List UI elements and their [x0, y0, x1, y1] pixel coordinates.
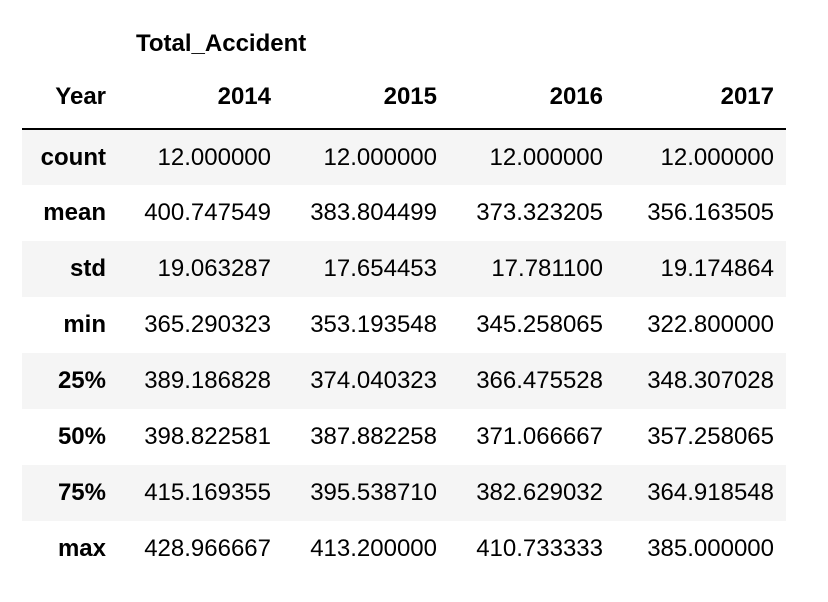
column-header: 2015 [283, 66, 449, 130]
table-cell: 387.882258 [310, 423, 437, 450]
table-cell: 348.307028 [647, 367, 774, 394]
table-row: 25% 389.186828 374.040323 366.475528 348… [22, 353, 786, 409]
table-cell: 12.000000 [157, 143, 271, 171]
table-body: count 12.000000 12.000000 12.000000 12.0… [22, 129, 786, 577]
table-cell: 356.163505 [647, 199, 774, 226]
table-cell: 19.174864 [660, 255, 774, 282]
column-header: 2017 [615, 66, 786, 130]
dataframe-output: Total_Accident Year 2014 2015 2016 2017 … [22, 22, 786, 577]
table-cell: 428.966667 [144, 535, 271, 562]
row-label: min [63, 311, 106, 338]
table-cell: 12.000000 [489, 143, 603, 171]
describe-table: Total_Accident Year 2014 2015 2016 2017 … [22, 22, 786, 577]
table-cell: 17.654453 [323, 255, 437, 282]
table-cell: 366.475528 [476, 367, 603, 394]
table-cell: 353.193548 [310, 311, 437, 338]
row-label: max [57, 535, 106, 562]
table-cell: 385.000000 [647, 535, 774, 562]
table-cell: 364.918548 [647, 479, 774, 506]
index-name-label: Year [22, 66, 118, 130]
table-cell: 12.000000 [323, 143, 437, 171]
column-header: 2014 [118, 66, 283, 130]
column-header: 2016 [449, 66, 615, 130]
table-cell: 365.290323 [144, 311, 271, 338]
table-cell: 415.169355 [144, 479, 271, 506]
row-label: 75% [57, 479, 106, 506]
row-label: std [70, 255, 106, 282]
column-group-label: Total_Accident [136, 30, 307, 57]
table-cell: 410.733333 [476, 535, 603, 562]
row-label: 50% [57, 423, 106, 450]
table-row: mean 400.747549 383.804499 373.323205 35… [22, 185, 786, 241]
header-row-columns: Year 2014 2015 2016 2017 [22, 66, 786, 130]
table-cell: 400.747549 [144, 199, 271, 226]
table-row: count 12.000000 12.000000 12.000000 12.0… [22, 129, 786, 185]
header-corner [22, 22, 118, 66]
table-cell: 345.258065 [476, 311, 603, 338]
table-row: 50% 398.822581 387.882258 371.066667 357… [22, 409, 786, 465]
table-row: std 19.063287 17.654453 17.781100 19.174… [22, 241, 786, 297]
table-row: 75% 415.169355 395.538710 382.629032 364… [22, 465, 786, 521]
table-cell: 12.000000 [660, 143, 774, 171]
table-cell: 322.800000 [647, 311, 774, 338]
table-cell: 19.063287 [157, 255, 271, 282]
table-cell: 395.538710 [310, 479, 437, 506]
header-row-top: Total_Accident [22, 22, 786, 66]
table-cell: 413.200000 [310, 535, 437, 562]
table-cell: 17.781100 [491, 255, 603, 282]
table-cell: 357.258065 [647, 423, 774, 450]
table-header: Total_Accident Year 2014 2015 2016 2017 [22, 22, 786, 130]
table-cell: 373.323205 [476, 199, 603, 226]
row-label: count [40, 143, 106, 171]
table-cell: 383.804499 [310, 199, 437, 226]
table-row: min 365.290323 353.193548 345.258065 322… [22, 297, 786, 353]
table-cell: 382.629032 [476, 479, 603, 506]
table-cell: 371.066667 [476, 423, 603, 450]
table-row: max 428.966667 413.200000 410.733333 385… [22, 521, 786, 577]
table-cell: 398.822581 [144, 423, 271, 450]
row-label: mean [43, 199, 106, 226]
row-label: 25% [57, 367, 106, 394]
table-cell: 389.186828 [144, 367, 271, 394]
table-cell: 374.040323 [310, 367, 437, 394]
